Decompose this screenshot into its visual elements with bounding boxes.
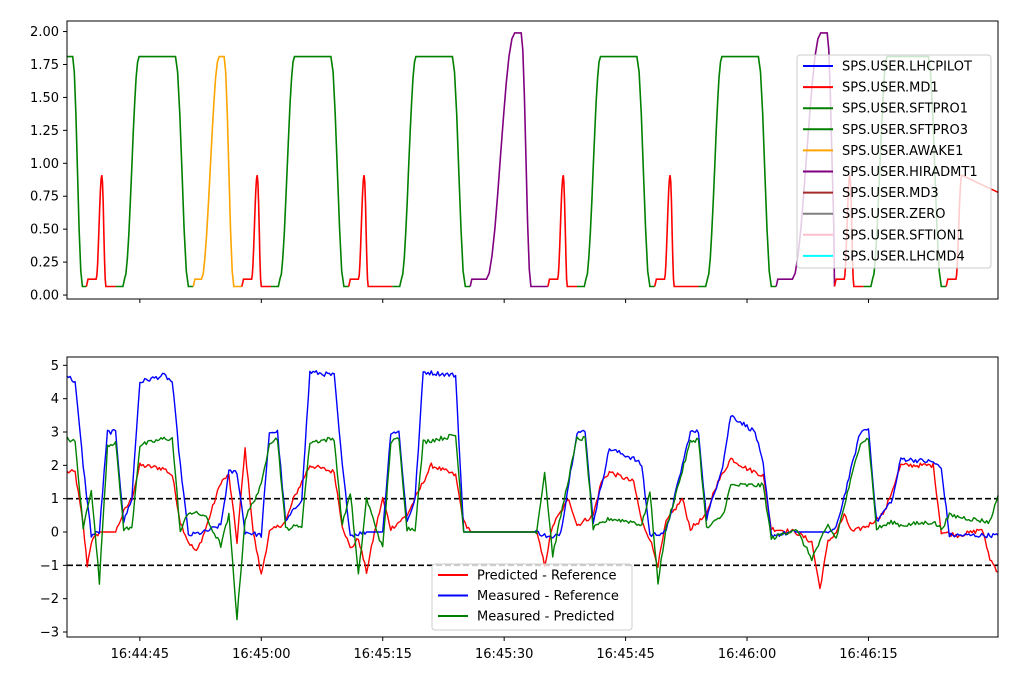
top-y-tick-label: 0.00 — [30, 289, 59, 304]
top-y-tick-label: 1.25 — [30, 124, 59, 139]
bottom-y-tick-label: −1 — [40, 559, 59, 574]
series-line-measured-reference — [66, 370, 999, 539]
bottom-legend: Predicted - Reference Measured - Referenc… — [431, 563, 633, 631]
top-y-tick-label: 1.50 — [30, 91, 59, 106]
top-chart-frame — [66, 20, 999, 300]
cycle-line-sps-user-sftpro1-5 — [271, 55, 349, 288]
cycle-line-sps-user-md1-11 — [653, 175, 699, 288]
cycle-line-sps-user-hiradmt1-8 — [469, 32, 548, 288]
cycle-line-sps-user-sftpro1-7 — [392, 55, 471, 288]
bottom-x-tick-label: 16:46:00 — [718, 647, 776, 662]
bottom-y-tick-label: 0 — [51, 526, 59, 541]
bottom-chart-frame — [66, 356, 999, 638]
legend-label-predicted-reference: Predicted - Reference — [477, 569, 616, 584]
legend-label-sps-user-lhcmd4: SPS.USER.LHCMD4 — [842, 249, 965, 264]
bottom-y-tick-label: 5 — [51, 359, 59, 374]
cycle-line-sps-user-sftpro1-12 — [698, 55, 777, 288]
threshold-lines — [67, 497, 998, 567]
top-x-axis — [139, 299, 869, 303]
bottom-y-tick-label: 1 — [51, 492, 59, 507]
legend-label-sps-user-awake1: SPS.USER.AWAKE1 — [842, 144, 963, 159]
bottom-y-tick-label: −3 — [40, 626, 59, 641]
bottom-y-axis: −3 −2 −1 0 1 2 3 4 5 — [40, 359, 67, 641]
cycle-line-sps-user-md1-9 — [547, 175, 577, 288]
cycle-line-sps-user-sftpro1-10 — [577, 55, 655, 288]
bottom-x-tick-label: 16:44:45 — [111, 647, 169, 662]
bottom-legend-frame — [431, 563, 633, 631]
bottom-chart-lines — [66, 370, 999, 621]
legend-label-sps-user-lhcpilot: SPS.USER.LHCPILOT — [842, 60, 972, 75]
legend-label-sps-user-sftpro1: SPS.USER.SFTPRO1 — [842, 102, 968, 117]
legend-label-sps-user-hiradmt1: SPS.USER.HIRADMT1 — [842, 165, 978, 180]
top-y-tick-label: 1.75 — [30, 58, 59, 73]
top-y-tick-label: 0.75 — [30, 190, 59, 205]
cycle-line-sps-user-sftpro1-0 — [67, 55, 87, 288]
legend-label-sps-user-md3: SPS.USER.MD3 — [842, 186, 939, 201]
top-y-tick-label: 1.00 — [30, 157, 59, 172]
top-legend: SPS.USER.LHCPILOT SPS.USER.MD1 SPS.USER.SF… — [796, 54, 992, 269]
cycle-line-sps-user-sftpro1-2 — [115, 55, 194, 288]
legend-label-sps-user-zero: SPS.USER.ZERO — [842, 207, 946, 222]
bottom-y-tick-label: −2 — [40, 592, 59, 607]
legend-label-measured-predicted: Measured - Predicted — [477, 610, 614, 625]
series-line-measured-predicted — [66, 433, 999, 621]
bottom-y-tick-label: 3 — [51, 426, 59, 441]
legend-label-measured-reference: Measured - Reference — [477, 589, 619, 604]
top-legend-frame — [796, 54, 992, 269]
top-y-tick-label: 0.25 — [30, 256, 59, 271]
bottom-x-tick-label: 16:45:30 — [475, 647, 533, 662]
cycle-line-sps-user-md1-6 — [347, 175, 393, 288]
legend-label-sps-user-sftpro3: SPS.USER.SFTPRO3 — [842, 123, 968, 138]
bottom-y-tick-label: 2 — [51, 459, 59, 474]
top-y-tick-label: 2.00 — [30, 25, 59, 40]
bottom-x-tick-label: 16:45:00 — [232, 647, 290, 662]
bottom-x-tick-label: 16:45:45 — [596, 647, 654, 662]
bottom-y-tick-label: 4 — [51, 392, 59, 407]
cycle-line-sps-user-md1-4 — [241, 175, 271, 288]
bottom-x-axis: 16:44:45 16:45:00 16:45:15 16:45:30 16:45:45… — [111, 637, 898, 662]
legend-label-sps-user-sftion1: SPS.USER.SFTION1 — [842, 228, 965, 243]
bottom-x-tick-label: 16:45:15 — [354, 647, 412, 662]
bottom-x-tick-label: 16:46:15 — [839, 647, 897, 662]
top-y-axis: 0.00 0.25 0.50 0.75 1.00 1.25 1.50 1.75 2.00 — [30, 25, 67, 304]
top-chart-panel: 0.00 0.25 0.50 0.75 1.00 1.25 1.50 1.75 2.00 SPS… — [30, 20, 999, 304]
top-y-tick-label: 0.50 — [30, 223, 59, 238]
cycle-line-sps-user-md1-1 — [85, 175, 116, 288]
legend-label-sps-user-md1: SPS.USER.MD1 — [842, 81, 939, 96]
cycle-line-sps-user-awake1-3 — [192, 55, 242, 288]
